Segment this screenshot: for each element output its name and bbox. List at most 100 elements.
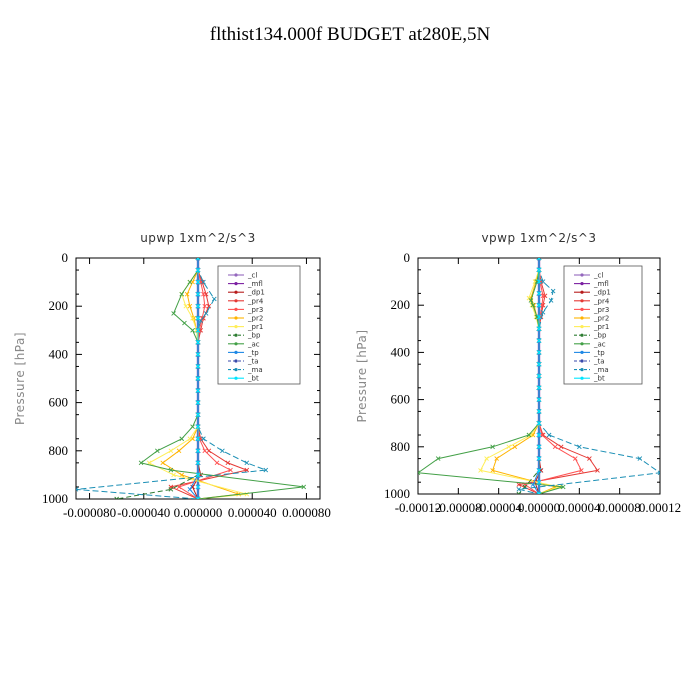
series-point-bt <box>536 326 542 332</box>
series-point-ac <box>171 311 176 316</box>
plot-area <box>76 258 307 499</box>
y-tick-label: 200 <box>49 298 69 313</box>
series-point-pr4 <box>516 482 522 487</box>
series-point-bt <box>195 424 201 430</box>
legend-marker <box>234 342 238 346</box>
legend-marker <box>234 350 238 354</box>
plot-area <box>418 258 660 494</box>
series-point-ma <box>540 279 546 284</box>
y-tick-label: 600 <box>391 392 411 407</box>
legend-entry: _bt <box>247 375 259 383</box>
y-tick-label: 400 <box>391 344 411 359</box>
legend-marker <box>234 325 238 329</box>
series-point-bt <box>536 373 542 379</box>
series-point-bt <box>536 432 542 438</box>
legend-marker <box>580 342 584 346</box>
series-point-pr4 <box>206 303 212 309</box>
legend-marker <box>580 290 584 294</box>
x-tick-label: -0.00012 <box>395 500 442 515</box>
series-point-ma <box>220 448 225 454</box>
series-point-pr3 <box>202 303 208 309</box>
series-point-pr3 <box>579 468 584 473</box>
series-point-pr2 <box>184 291 190 297</box>
series-point-pr4 <box>595 468 600 473</box>
series-point-bt <box>195 327 201 333</box>
series-point-pr3 <box>228 467 233 473</box>
series-point-bt <box>536 456 542 461</box>
panel-title: vpwp 1xm^2/s^3 <box>481 231 596 245</box>
series-point-ac <box>190 424 195 430</box>
series-point-bt <box>195 388 201 393</box>
series-point-bt <box>195 303 201 309</box>
series-point-ma <box>577 444 582 450</box>
series-line-pr2 <box>491 258 557 494</box>
legend-entry: _mfl <box>247 280 263 288</box>
legend-entry: _tp <box>247 349 259 357</box>
series-point-ac <box>530 302 536 308</box>
series-line-ac <box>418 258 564 494</box>
series-point-bt <box>195 436 201 442</box>
series-point-ma <box>201 436 206 442</box>
series-point-bt <box>536 397 542 402</box>
series-point-bt <box>536 350 542 355</box>
series-point-bt <box>536 291 542 296</box>
series-point-bt <box>536 479 542 485</box>
series-point-bt <box>195 472 201 478</box>
series-point-bt <box>195 291 201 297</box>
legend-entry: _pr2 <box>593 315 609 323</box>
x-tick-label: 0.000000 <box>174 505 223 520</box>
series-point-pr3 <box>202 448 208 454</box>
series-point-pr2 <box>187 303 193 309</box>
series-point-pr2 <box>494 456 499 461</box>
legend-marker <box>580 350 584 354</box>
legend-marker <box>234 368 238 372</box>
series-point-bt <box>195 496 201 499</box>
legend-box <box>217 265 301 385</box>
x-tick-label: 0.000040 <box>228 505 277 520</box>
y-axis-label: Pressure [hPa] <box>13 332 27 425</box>
series-point-bt <box>195 460 201 466</box>
series-point-ac <box>528 298 534 303</box>
legend-marker <box>234 299 238 303</box>
legend-marker <box>234 316 238 320</box>
y-tick-label: 1000 <box>42 491 68 506</box>
series-point-bt <box>195 352 201 357</box>
legend-entry: _ta <box>247 358 259 366</box>
series-point-bt <box>195 400 201 405</box>
legend-marker <box>234 282 238 286</box>
series-point-pr3 <box>176 484 182 490</box>
series-point-pr4 <box>558 444 564 450</box>
series-point-ma <box>548 298 554 303</box>
series-point-bt <box>536 385 542 391</box>
series-point-ma <box>76 487 79 492</box>
series-point-bt <box>195 267 201 273</box>
series-point-ac <box>301 484 307 490</box>
legend-entry: _cl <box>593 272 603 280</box>
series-point-bt <box>195 258 201 261</box>
series-point-pr1 <box>183 303 189 309</box>
panel-vpwp: vpwp 1xm^2/s^302004006008001000-0.00012-… <box>355 231 681 515</box>
series-point-ma <box>201 279 206 285</box>
series-point-pr2 <box>490 468 495 473</box>
series-point-bt <box>536 258 542 261</box>
series-point-ma <box>657 470 660 476</box>
y-tick-label: 0 <box>404 250 411 265</box>
legend-marker <box>234 359 238 363</box>
series-point-pr1 <box>187 436 193 442</box>
series-point-bt <box>536 491 542 494</box>
series-point-ac <box>190 327 195 333</box>
legend-marker <box>234 273 238 277</box>
series-point-ma <box>550 288 556 294</box>
series-point-bt <box>536 279 542 284</box>
series-point-pr3 <box>572 456 578 461</box>
series-point-ma <box>244 460 250 466</box>
series-point-bp <box>516 491 522 494</box>
legend-entry: _pr1 <box>593 323 609 331</box>
series-point-pr4 <box>244 467 250 473</box>
series-point-tp <box>187 487 193 492</box>
y-tick-label: 0 <box>62 250 69 265</box>
panel-upwp: upwp 1xm^2/s^3 0 200 400 600 800 1000-0.000080… <box>13 231 331 520</box>
legend-entry: _bp <box>593 332 607 340</box>
series-point-pr2 <box>160 460 166 466</box>
